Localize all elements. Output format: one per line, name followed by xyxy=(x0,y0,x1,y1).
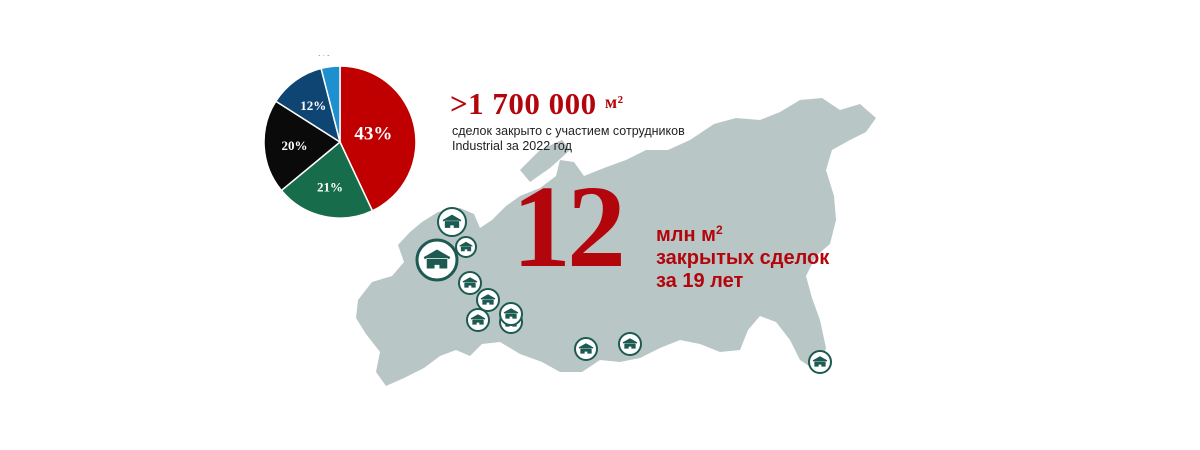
headline-value: >1 700 000 xyxy=(450,86,597,121)
warehouse-icon xyxy=(808,350,832,374)
pie-label: 43% xyxy=(354,124,392,145)
pie-slice xyxy=(263,100,342,192)
caption-line-2: Industrial за 2022 год xyxy=(452,139,572,153)
headline-area: >1 700 000 м² xyxy=(450,86,624,122)
pie-slice xyxy=(320,65,341,143)
warehouse-icon xyxy=(618,332,642,356)
total-line-2: закрытых сделок xyxy=(656,247,830,269)
pie-label: 21% xyxy=(317,180,343,195)
headline-unit: м² xyxy=(604,92,624,112)
pie-slice xyxy=(280,140,374,219)
pie-slice xyxy=(339,65,417,212)
headline-caption: сделок закрыто с участием сотрудников In… xyxy=(452,124,752,154)
island-novaya-zemlya xyxy=(520,140,570,182)
warehouse-icon xyxy=(455,236,477,258)
total-caption: млн м2 закрытых сделок за 19 лет xyxy=(656,219,829,293)
warehouse-icon xyxy=(458,271,482,295)
warehouse-icon xyxy=(437,207,467,237)
total-unit: млн м xyxy=(656,224,716,246)
total-number: 12 xyxy=(512,161,626,292)
pie-label: 20% xyxy=(281,138,307,153)
pie-label: 4% xyxy=(316,55,331,59)
total-unit-sup: 2 xyxy=(715,223,723,237)
warehouse-icon xyxy=(499,302,523,326)
warehouse-icon xyxy=(466,308,490,332)
total-line-3: за 19 лет xyxy=(656,270,744,292)
warehouse-icon xyxy=(415,238,459,282)
pie-chart: 43% 21% 20% 12% 4% xyxy=(263,55,417,219)
caption-line-1: сделок закрыто с участием сотрудников xyxy=(452,124,685,138)
warehouse-icon xyxy=(476,288,500,312)
island-sakhalin xyxy=(810,190,830,250)
warehouse-icon xyxy=(574,337,598,361)
pie-label: 12% xyxy=(300,98,326,113)
